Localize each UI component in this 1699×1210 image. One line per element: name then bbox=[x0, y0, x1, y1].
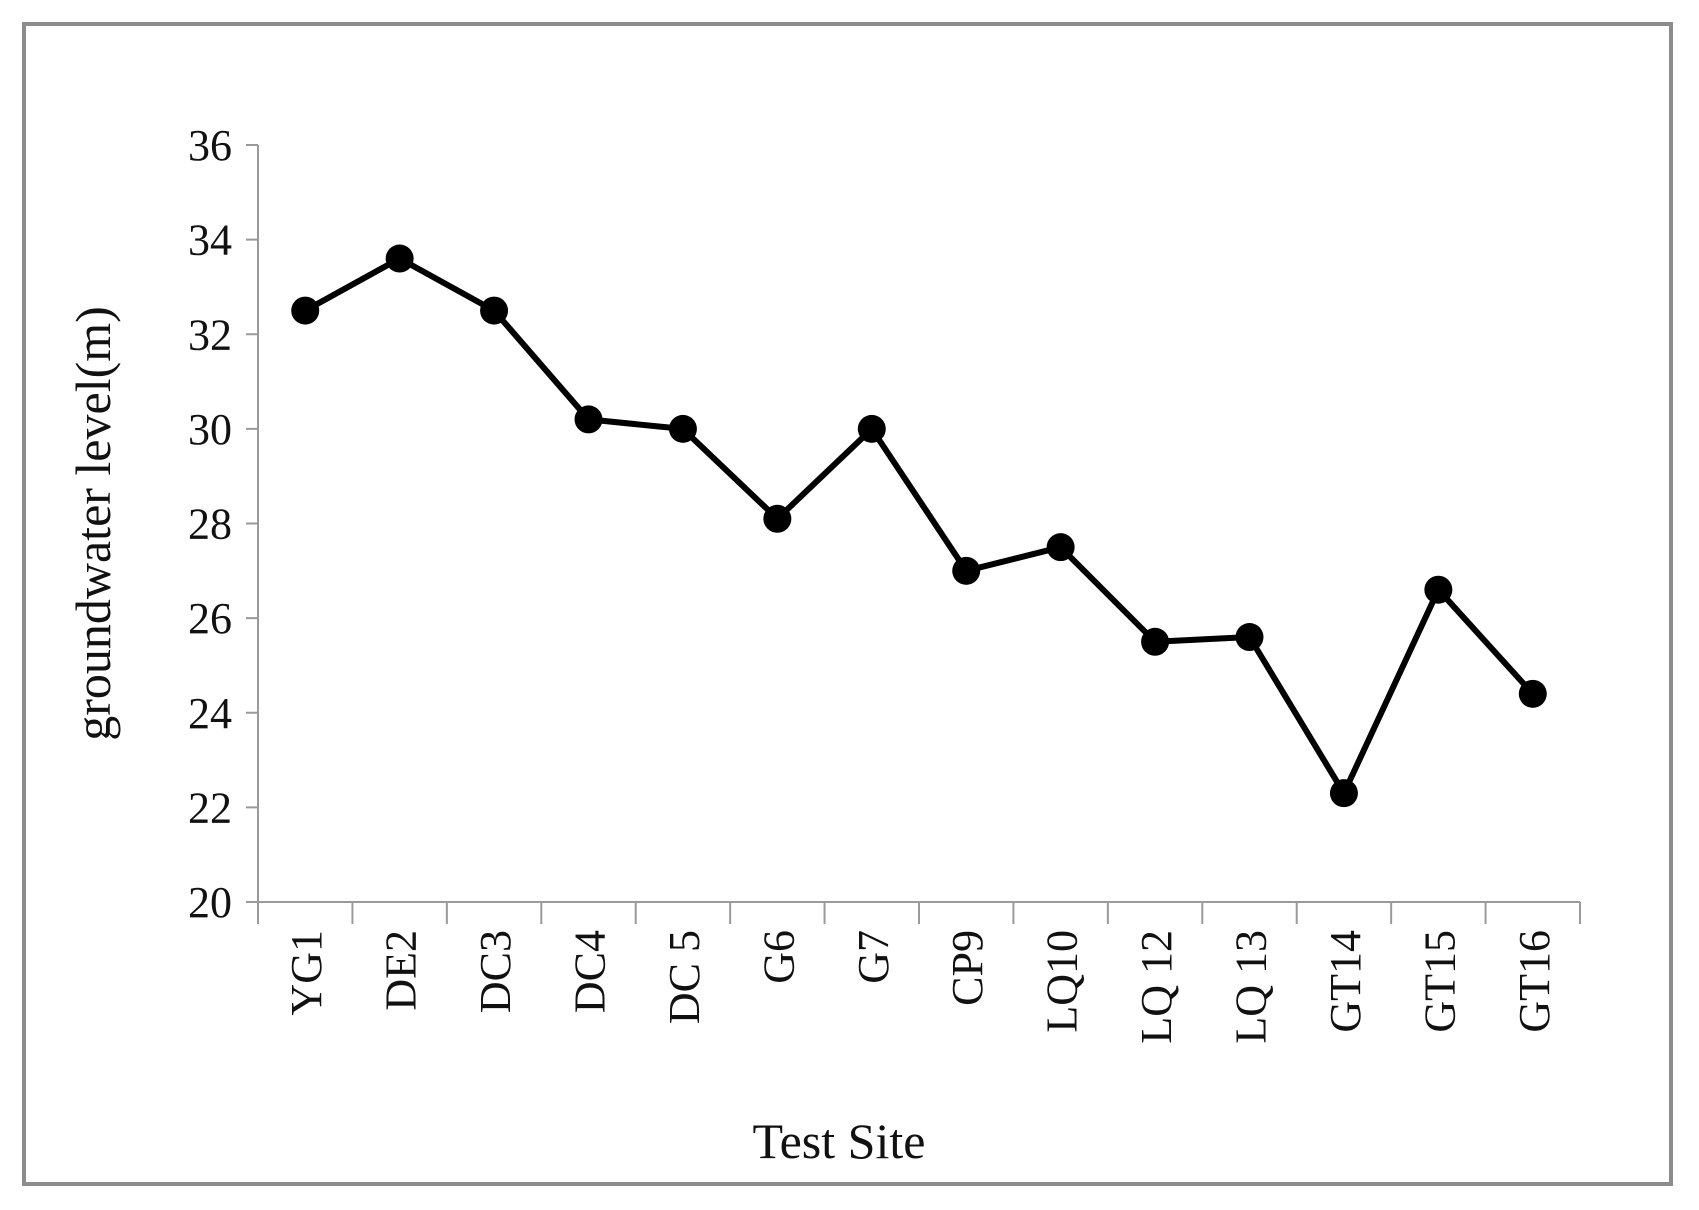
x-tick-label: GT16 bbox=[1510, 930, 1559, 1033]
data-points bbox=[291, 244, 1547, 808]
data-point bbox=[291, 296, 320, 325]
data-point bbox=[952, 556, 981, 585]
x-tick-label: YG1 bbox=[282, 930, 331, 1016]
x-axis-ticks: YG1 DE2 DC3 DC4 DC 5 G6 G7 CP9 LQ10 LQ 12 LQ 13 GT1… bbox=[257, 902, 1581, 1044]
x-tick-label: GT14 bbox=[1321, 930, 1370, 1033]
y-tick-label: 28 bbox=[188, 500, 232, 549]
data-point bbox=[480, 296, 509, 325]
y-tick-label: 26 bbox=[188, 594, 232, 643]
figure-frame bbox=[22, 22, 1673, 1186]
data-point bbox=[1329, 779, 1358, 808]
data-point bbox=[1141, 627, 1170, 656]
data-point bbox=[1046, 533, 1075, 562]
x-tick-label: DC 5 bbox=[660, 930, 709, 1024]
x-tick-label: CP9 bbox=[943, 930, 992, 1006]
y-tick-label: 20 bbox=[188, 878, 232, 927]
y-tick-label: 36 bbox=[188, 121, 232, 170]
x-tick-label: DC4 bbox=[566, 930, 615, 1013]
x-tick-label: DE2 bbox=[377, 930, 426, 1011]
y-tick-label: 32 bbox=[188, 310, 232, 359]
y-tick-label: 30 bbox=[188, 405, 232, 454]
x-tick-label: LQ10 bbox=[1038, 930, 1087, 1033]
y-tick-label: 22 bbox=[188, 783, 232, 832]
x-tick-label: DC3 bbox=[471, 930, 520, 1013]
data-point bbox=[857, 414, 886, 443]
x-tick-label: GT15 bbox=[1415, 930, 1464, 1033]
y-axis-ticks: 20 22 24 26 28 30 32 34 36 bbox=[188, 121, 258, 927]
data-point bbox=[574, 405, 603, 434]
x-axis-title: Test Site bbox=[753, 1113, 926, 1169]
data-point bbox=[763, 504, 792, 533]
y-tick-label: 24 bbox=[188, 689, 232, 738]
x-tick-label: G7 bbox=[849, 930, 898, 984]
y-axis-title: groundwater level(m) bbox=[65, 306, 121, 741]
x-tick-label: LQ 12 bbox=[1132, 930, 1181, 1044]
data-point bbox=[1518, 679, 1547, 708]
series-line bbox=[303, 255, 1536, 797]
axes bbox=[257, 145, 1580, 903]
data-point bbox=[668, 414, 697, 443]
y-tick-label: 34 bbox=[188, 216, 232, 265]
x-tick-label: G6 bbox=[754, 930, 803, 984]
data-point bbox=[1424, 575, 1453, 604]
data-point bbox=[385, 244, 414, 273]
x-tick-label: LQ 13 bbox=[1227, 930, 1276, 1044]
data-point bbox=[1235, 623, 1264, 652]
